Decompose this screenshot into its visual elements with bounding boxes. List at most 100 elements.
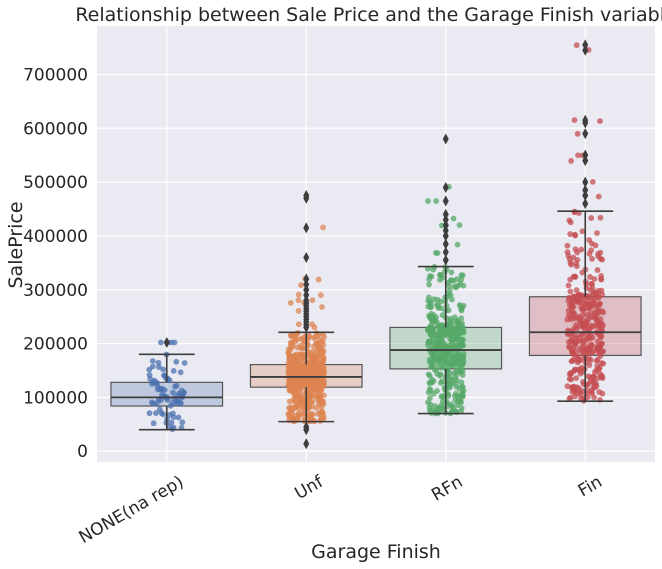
- y-axis-label: SalePrice: [5, 201, 27, 288]
- data-point: [460, 337, 466, 343]
- data-point: [168, 339, 175, 346]
- data-point: [597, 255, 604, 262]
- y-tick-label: 300000: [23, 281, 88, 301]
- data-point: [587, 274, 593, 280]
- data-point: [426, 281, 433, 288]
- data-point: [288, 384, 294, 391]
- data-point: [574, 384, 581, 391]
- data-point: [430, 339, 437, 346]
- data-point: [175, 414, 182, 421]
- data-point: [584, 394, 591, 401]
- data-point: [594, 293, 601, 300]
- data-point: [600, 348, 607, 355]
- data-point: [584, 323, 591, 330]
- data-point: [448, 269, 455, 276]
- data-point: [156, 364, 162, 370]
- data-point: [436, 344, 443, 351]
- data-point: [439, 378, 445, 385]
- data-point: [289, 415, 296, 422]
- data-point: [588, 240, 595, 247]
- data-point: [459, 320, 465, 327]
- outlier-marker: [582, 114, 589, 126]
- data-point: [177, 400, 184, 407]
- data-point: [594, 267, 601, 273]
- data-point: [567, 276, 573, 283]
- data-point: [574, 292, 581, 299]
- data-point: [567, 394, 574, 401]
- data-point: [451, 393, 458, 399]
- data-point: [596, 320, 602, 327]
- outlier-marker: [582, 176, 589, 188]
- data-point: [450, 343, 457, 350]
- data-point: [592, 315, 599, 322]
- data-point: [564, 242, 571, 249]
- data-point: [170, 389, 176, 396]
- x-axis-label: Garage Finish: [311, 541, 441, 563]
- data-point: [458, 379, 465, 386]
- data-point: [301, 339, 307, 346]
- data-point: [589, 285, 596, 292]
- y-tick-label: 200000: [23, 335, 88, 355]
- data-point: [589, 255, 595, 262]
- data-point: [591, 276, 598, 282]
- data-point: [149, 358, 156, 364]
- data-point: [458, 306, 465, 312]
- data-point: [588, 247, 595, 254]
- data-point: [456, 222, 463, 229]
- data-point: [313, 405, 320, 411]
- data-point: [155, 359, 162, 366]
- data-point: [320, 356, 327, 363]
- data-point: [589, 349, 596, 356]
- data-point: [320, 224, 326, 231]
- data-point: [572, 246, 579, 253]
- data-point: [453, 376, 460, 383]
- data-point: [595, 251, 601, 257]
- data-point: [441, 384, 448, 391]
- data-point: [436, 358, 443, 365]
- data-point: [459, 384, 466, 390]
- data-point: [449, 361, 455, 368]
- point-layer: [146, 42, 607, 433]
- data-point: [578, 357, 584, 363]
- data-point: [314, 340, 321, 347]
- data-point: [567, 370, 574, 376]
- data-point: [567, 231, 574, 237]
- data-point: [308, 399, 315, 406]
- data-point: [564, 383, 571, 390]
- data-point: [458, 276, 465, 283]
- data-point: [294, 403, 300, 410]
- data-point: [446, 283, 453, 289]
- data-point: [580, 295, 586, 302]
- data-point: [459, 359, 465, 366]
- data-point: [600, 360, 607, 367]
- data-point: [179, 419, 186, 426]
- data-point: [288, 404, 295, 411]
- data-point: [305, 333, 312, 340]
- data-point: [285, 368, 292, 375]
- data-point: [425, 198, 431, 204]
- whisker-layer: [110, 210, 642, 431]
- data-point: [158, 410, 165, 416]
- data-point: [442, 360, 448, 367]
- data-point: [432, 356, 439, 363]
- data-point: [153, 410, 159, 416]
- data-point: [569, 348, 576, 355]
- data-point: [170, 367, 177, 374]
- data-point: [287, 299, 294, 306]
- data-point: [585, 316, 592, 323]
- data-point: [593, 357, 600, 364]
- outlier-marker: [442, 246, 449, 258]
- data-point: [426, 380, 433, 386]
- data-point: [572, 274, 579, 280]
- data-point: [594, 363, 601, 369]
- data-point: [428, 303, 434, 310]
- outlier-marker: [582, 39, 589, 51]
- data-point: [437, 371, 444, 378]
- data-point: [289, 343, 296, 349]
- y-tick-label: 700000: [23, 65, 88, 85]
- data-point: [446, 342, 452, 349]
- data-point: [315, 370, 321, 377]
- data-point: [170, 414, 177, 421]
- data-point: [295, 308, 302, 314]
- data-point: [454, 335, 461, 342]
